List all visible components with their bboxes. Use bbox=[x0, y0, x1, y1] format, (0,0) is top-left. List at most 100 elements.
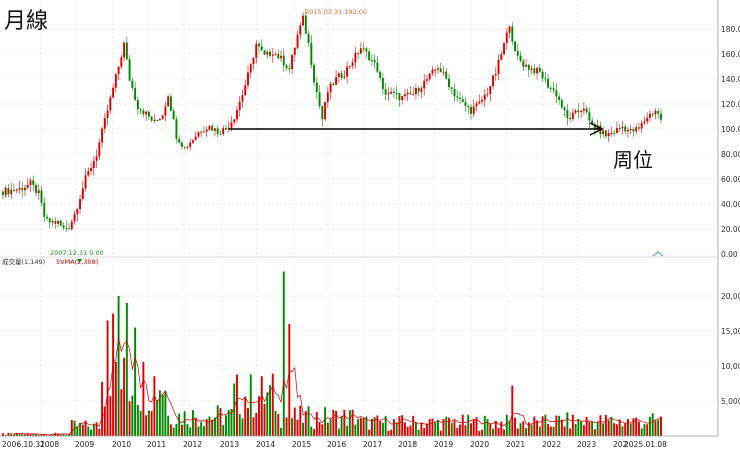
candle-body bbox=[302, 15, 305, 26]
volume-bar bbox=[114, 361, 117, 436]
volume-bar bbox=[101, 381, 104, 436]
candle-body bbox=[87, 171, 90, 176]
volume-bar bbox=[624, 423, 627, 436]
volume-bar bbox=[387, 430, 390, 436]
candle-body bbox=[65, 227, 68, 229]
volume-bar bbox=[90, 429, 93, 436]
volume-bar bbox=[558, 415, 561, 436]
candle-body bbox=[373, 60, 376, 63]
volume-bar bbox=[381, 423, 384, 436]
candle-body bbox=[13, 189, 15, 191]
volume-bar bbox=[233, 383, 236, 436]
time-tick-label: 2009 bbox=[75, 440, 94, 449]
volume-bar bbox=[527, 422, 530, 436]
volume-bar bbox=[632, 418, 635, 436]
volume-bar bbox=[178, 413, 181, 436]
volume-bar bbox=[651, 413, 654, 436]
candle-body bbox=[615, 128, 618, 134]
volume-bar bbox=[269, 385, 271, 436]
candle-body bbox=[211, 125, 214, 131]
candle-body bbox=[563, 107, 566, 110]
candle-body bbox=[92, 160, 95, 169]
candle-body bbox=[409, 92, 412, 95]
volume-bar bbox=[274, 410, 277, 436]
candle-body bbox=[142, 110, 145, 115]
volume-bar bbox=[533, 416, 536, 436]
candle-body bbox=[428, 73, 431, 80]
candle-body bbox=[51, 221, 54, 223]
candle-body bbox=[376, 62, 379, 72]
volume-bar bbox=[657, 419, 660, 436]
candle-body bbox=[37, 190, 40, 194]
volume-bar bbox=[247, 407, 249, 436]
price-tick-label: 140.00 bbox=[721, 75, 740, 84]
volume-bar bbox=[117, 296, 120, 436]
scroll-marker-icon bbox=[652, 251, 664, 257]
volume-bar bbox=[37, 434, 40, 436]
candle-body bbox=[657, 110, 660, 114]
candle-body bbox=[307, 33, 310, 43]
volume-bar bbox=[436, 419, 439, 436]
candle-body bbox=[420, 88, 423, 92]
candle-body bbox=[337, 73, 340, 78]
volume-bar bbox=[230, 408, 233, 436]
volume-bar bbox=[602, 423, 605, 436]
volume-bar bbox=[153, 376, 156, 436]
volume-tick-label: 5,000 bbox=[721, 397, 740, 406]
volume-bar bbox=[158, 390, 161, 436]
volume-bar bbox=[315, 411, 318, 436]
volume-bar bbox=[470, 423, 472, 436]
volume-bar bbox=[629, 423, 632, 436]
time-tick-label: 2014 bbox=[256, 440, 275, 449]
candle-body bbox=[186, 146, 189, 148]
candle-body bbox=[637, 127, 640, 129]
volume-bar bbox=[580, 421, 583, 436]
volume-bar bbox=[516, 428, 519, 436]
candle-body bbox=[73, 214, 76, 222]
volume-bar bbox=[390, 429, 393, 436]
candle-body bbox=[660, 113, 662, 120]
volume-bar bbox=[307, 406, 310, 436]
candle-body bbox=[260, 46, 263, 51]
candle-body bbox=[18, 188, 21, 190]
volume-bar bbox=[299, 405, 302, 436]
volume-bar bbox=[123, 357, 126, 436]
volume-bar bbox=[131, 395, 134, 436]
candle-body bbox=[326, 92, 329, 103]
candle-body bbox=[35, 184, 37, 194]
candle-body bbox=[481, 99, 483, 102]
candle-body bbox=[315, 82, 318, 93]
candle-body bbox=[98, 142, 101, 157]
time-tick-label: 2021 bbox=[506, 440, 525, 449]
volume-bar bbox=[241, 418, 244, 436]
candle-body bbox=[194, 136, 197, 141]
volume-bar bbox=[68, 433, 71, 436]
annotation-text: 周位 bbox=[613, 148, 653, 172]
volume-bar bbox=[514, 417, 517, 436]
candle-body bbox=[654, 110, 657, 115]
volume-bar bbox=[32, 433, 35, 436]
price-tick-label: 100.00 bbox=[721, 125, 740, 134]
candle-body bbox=[541, 71, 544, 79]
time-tick-label: 2010 bbox=[112, 440, 131, 449]
volume-bar bbox=[450, 422, 453, 436]
candle-body bbox=[109, 97, 112, 111]
volume-bar bbox=[296, 419, 299, 436]
candle-body bbox=[445, 71, 448, 79]
candle-body bbox=[48, 218, 51, 223]
candle-body bbox=[593, 124, 596, 129]
time-tick-label: 2017 bbox=[363, 440, 382, 449]
volume-bar bbox=[414, 421, 417, 436]
time-tick-label: 2023 bbox=[577, 440, 596, 449]
volume-bar bbox=[40, 434, 43, 436]
candle-body bbox=[412, 94, 415, 96]
candle-body bbox=[332, 83, 335, 85]
candle-body bbox=[79, 199, 82, 209]
volume-bar bbox=[120, 389, 123, 436]
time-tick-label: 2008 bbox=[40, 440, 59, 449]
volume-bar bbox=[167, 415, 170, 436]
time-tick-label: 2006.10.31 bbox=[2, 440, 45, 449]
volume-bar bbox=[615, 424, 618, 436]
volume-bar bbox=[596, 421, 599, 436]
candle-body bbox=[244, 85, 247, 96]
